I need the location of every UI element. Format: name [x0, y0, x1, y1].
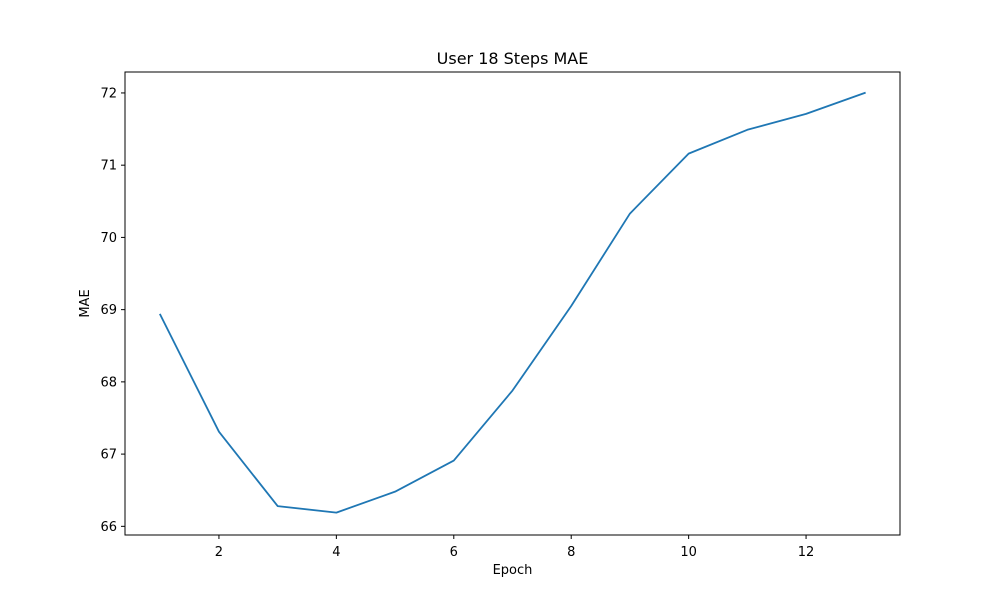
x-axis-label: Epoch — [493, 563, 533, 578]
y-tick-label: 71 — [100, 159, 117, 174]
plot-area-frame — [124, 71, 901, 536]
y-tick-label: 66 — [100, 520, 117, 535]
y-tick-label: 69 — [100, 303, 117, 318]
series-line — [159, 91, 866, 514]
y-tick-label: 72 — [100, 86, 117, 101]
chart-title: User 18 Steps MAE — [437, 49, 589, 68]
y-tick-label: 67 — [100, 448, 117, 463]
y-axis-label: MAE — [78, 289, 93, 317]
x-tick-label: 2 — [215, 545, 223, 560]
x-tick-label: 12 — [798, 545, 815, 560]
x-tick-label: 8 — [567, 545, 575, 560]
x-tick-label: 6 — [450, 545, 458, 560]
x-tick-label: 10 — [680, 545, 697, 560]
y-tick-label: 68 — [100, 375, 117, 390]
y-tick-label: 70 — [100, 231, 117, 246]
x-tick-label: 4 — [332, 545, 340, 560]
y-axis-ticks: 66 67 68 69 70 71 72 — [100, 86, 125, 535]
x-axis-ticks: 2 4 6 8 10 12 — [215, 535, 815, 560]
